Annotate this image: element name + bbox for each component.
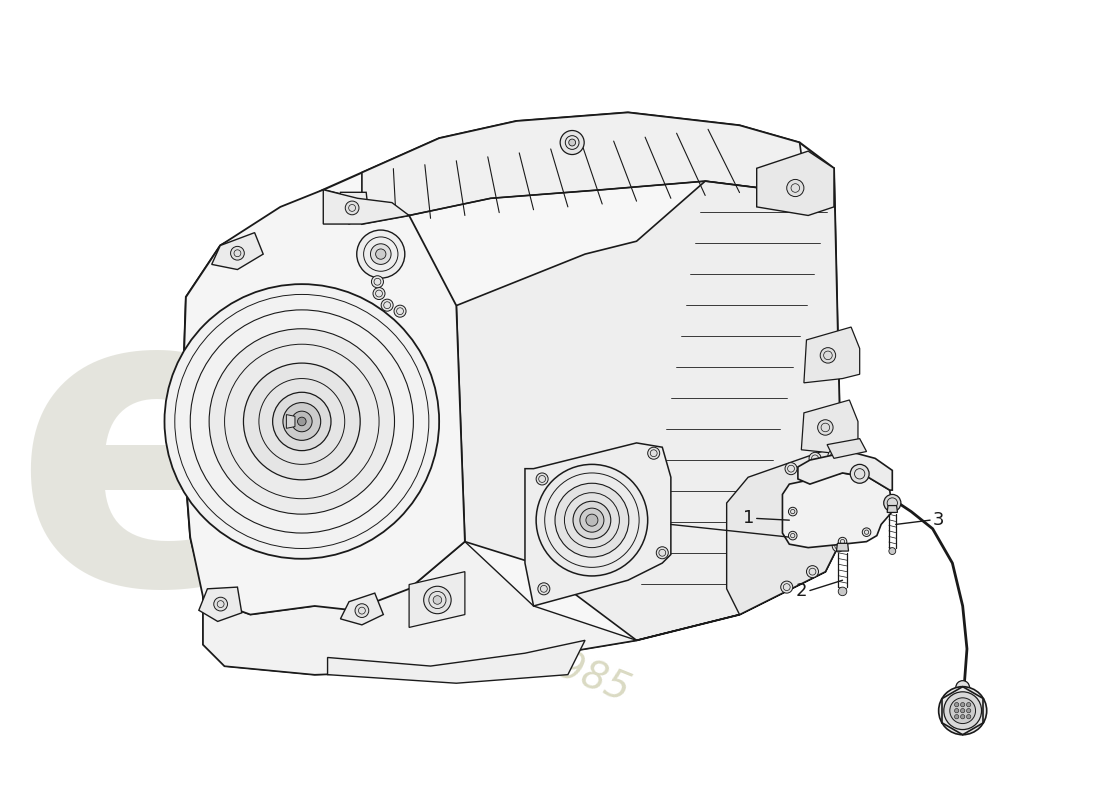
- Circle shape: [381, 299, 393, 311]
- Circle shape: [375, 249, 386, 259]
- Circle shape: [960, 714, 965, 719]
- Circle shape: [165, 284, 439, 558]
- Polygon shape: [525, 443, 671, 606]
- Circle shape: [838, 587, 847, 596]
- Circle shape: [955, 702, 959, 707]
- Polygon shape: [340, 593, 384, 625]
- Polygon shape: [323, 190, 409, 224]
- Polygon shape: [782, 473, 892, 548]
- Circle shape: [573, 502, 610, 539]
- Text: 2: 2: [795, 582, 807, 599]
- Circle shape: [231, 246, 244, 260]
- Circle shape: [944, 692, 981, 730]
- Circle shape: [967, 714, 971, 719]
- Circle shape: [209, 329, 395, 514]
- Circle shape: [292, 411, 312, 432]
- Circle shape: [838, 538, 847, 546]
- Polygon shape: [888, 506, 898, 513]
- Circle shape: [949, 698, 976, 723]
- Circle shape: [560, 130, 584, 154]
- Polygon shape: [836, 543, 848, 551]
- Circle shape: [297, 417, 306, 426]
- Text: 3: 3: [933, 511, 944, 529]
- Polygon shape: [409, 572, 465, 627]
- Polygon shape: [727, 447, 843, 614]
- Circle shape: [789, 507, 797, 516]
- Polygon shape: [804, 327, 860, 383]
- Circle shape: [373, 287, 385, 299]
- Circle shape: [424, 586, 451, 614]
- Circle shape: [536, 473, 548, 485]
- Circle shape: [955, 709, 959, 713]
- Circle shape: [213, 598, 228, 611]
- Circle shape: [960, 709, 965, 713]
- Circle shape: [273, 392, 331, 450]
- Circle shape: [283, 402, 321, 440]
- Circle shape: [955, 714, 959, 719]
- Circle shape: [371, 244, 392, 264]
- Circle shape: [781, 581, 793, 593]
- Circle shape: [956, 681, 969, 694]
- Circle shape: [967, 709, 971, 713]
- Polygon shape: [286, 414, 295, 428]
- Circle shape: [556, 483, 629, 557]
- Circle shape: [394, 305, 406, 317]
- Text: 1: 1: [742, 510, 755, 527]
- Circle shape: [938, 686, 987, 734]
- Polygon shape: [211, 233, 263, 270]
- Circle shape: [850, 464, 869, 483]
- Polygon shape: [182, 190, 465, 614]
- Circle shape: [536, 464, 648, 576]
- Circle shape: [648, 447, 660, 459]
- Circle shape: [657, 546, 669, 558]
- Polygon shape: [328, 640, 585, 683]
- Circle shape: [789, 531, 797, 540]
- Circle shape: [538, 583, 550, 595]
- Polygon shape: [337, 192, 368, 224]
- Circle shape: [883, 494, 901, 511]
- Circle shape: [967, 702, 971, 707]
- Polygon shape: [456, 168, 843, 640]
- Text: eu: eu: [12, 266, 592, 670]
- Circle shape: [862, 528, 871, 537]
- Circle shape: [786, 179, 804, 197]
- Circle shape: [806, 566, 818, 578]
- Text: a passion since 1985: a passion since 1985: [242, 520, 636, 709]
- Circle shape: [833, 480, 844, 492]
- Circle shape: [372, 276, 384, 288]
- Circle shape: [433, 596, 442, 604]
- Circle shape: [355, 604, 368, 618]
- Circle shape: [960, 702, 965, 707]
- Circle shape: [828, 450, 840, 462]
- Polygon shape: [757, 151, 834, 215]
- Circle shape: [345, 201, 359, 214]
- Circle shape: [821, 348, 836, 363]
- Circle shape: [356, 230, 405, 278]
- Polygon shape: [204, 542, 825, 674]
- Circle shape: [586, 514, 598, 526]
- Polygon shape: [801, 400, 858, 454]
- Circle shape: [833, 540, 844, 552]
- Polygon shape: [827, 438, 867, 458]
- Circle shape: [243, 363, 360, 480]
- Polygon shape: [362, 113, 804, 224]
- Circle shape: [833, 510, 844, 522]
- Circle shape: [569, 139, 575, 146]
- Polygon shape: [199, 587, 242, 622]
- Circle shape: [817, 420, 833, 435]
- Polygon shape: [798, 451, 892, 490]
- Circle shape: [808, 452, 821, 464]
- Circle shape: [785, 462, 798, 474]
- Circle shape: [889, 548, 895, 554]
- Polygon shape: [182, 113, 843, 674]
- Circle shape: [580, 508, 604, 532]
